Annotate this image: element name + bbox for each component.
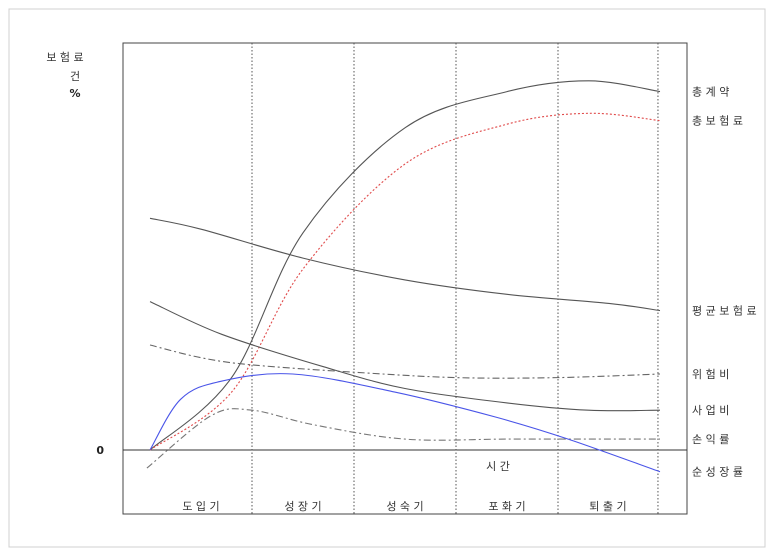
stage-label-1: 도 입 기 <box>182 500 219 513</box>
series-label-7: 순 성 장 률 <box>692 466 743 479</box>
series-line-2 <box>149 112 661 451</box>
series-label-3: 평 균 보 험 료 <box>692 305 757 318</box>
y-axis-label-line-1: 보 험 료 <box>46 51 83 64</box>
stage-label-3: 성 숙 기 <box>386 500 423 513</box>
series-label-6: 손 익 률 <box>692 433 729 446</box>
outer-frame <box>8 8 766 548</box>
series-line-5 <box>149 301 661 412</box>
series-line-4 <box>149 344 661 379</box>
stage-label-2: 성 장 기 <box>284 500 321 513</box>
series-label-1: 총 계 약 <box>692 85 729 99</box>
plot-area-frame <box>122 42 688 515</box>
stage-label-5: 퇴 출 기 <box>589 500 626 513</box>
series-line-6 <box>146 408 660 469</box>
y-axis-label-line-2: 건 <box>70 70 80 83</box>
y-axis-label-line-3: % <box>69 87 80 100</box>
series-line-7 <box>149 373 661 473</box>
series-label-2: 총 보 험 료 <box>692 115 743 128</box>
x-axis-label: 시 간 <box>486 460 510 473</box>
series-label-4: 위 험 비 <box>692 368 729 381</box>
series-line-1 <box>149 80 661 451</box>
series-line-3 <box>149 217 661 312</box>
series-label-5: 사 업 비 <box>692 404 729 417</box>
y-zero-tick-label: 0 <box>96 444 104 457</box>
stage-label-4: 포 화 기 <box>488 500 525 513</box>
